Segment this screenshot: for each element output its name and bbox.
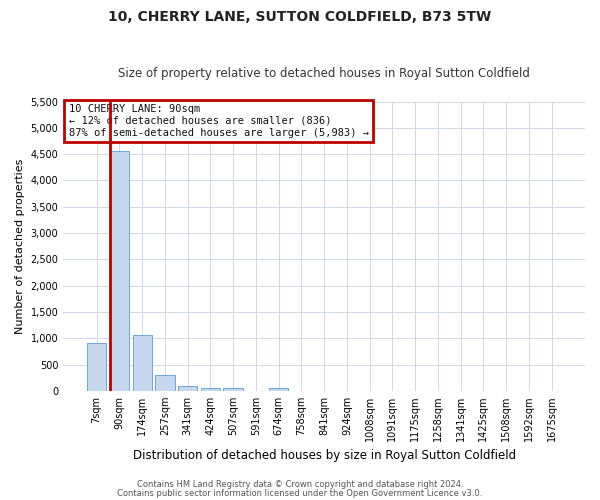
Y-axis label: Number of detached properties: Number of detached properties [15,158,25,334]
Bar [201,388,220,391]
X-axis label: Distribution of detached houses by size in Royal Sutton Coldfield: Distribution of detached houses by size … [133,450,516,462]
Text: Contains HM Land Registry data © Crown copyright and database right 2024.: Contains HM Land Registry data © Crown c… [137,480,463,489]
Bar [110,151,129,391]
Bar [133,335,152,391]
Bar [269,388,289,391]
Bar [223,388,243,391]
Text: Contains public sector information licensed under the Open Government Licence v3: Contains public sector information licen… [118,488,482,498]
Bar [87,343,106,391]
Text: 10 CHERRY LANE: 90sqm
← 12% of detached houses are smaller (836)
87% of semi-det: 10 CHERRY LANE: 90sqm ← 12% of detached … [68,104,368,138]
Text: 10, CHERRY LANE, SUTTON COLDFIELD, B73 5TW: 10, CHERRY LANE, SUTTON COLDFIELD, B73 5… [109,10,491,24]
Bar [178,386,197,391]
Bar [155,375,175,391]
Title: Size of property relative to detached houses in Royal Sutton Coldfield: Size of property relative to detached ho… [118,66,530,80]
